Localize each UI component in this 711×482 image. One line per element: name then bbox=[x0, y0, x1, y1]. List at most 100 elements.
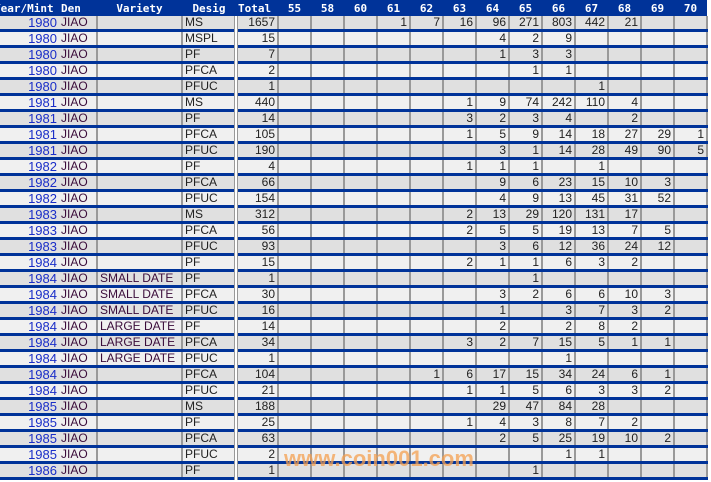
grade-count-68: 21 bbox=[608, 16, 642, 32]
grade-count-61: 1 bbox=[377, 16, 411, 32]
grade-count-66: 19 bbox=[542, 222, 576, 240]
year-link[interactable]: 1984 bbox=[0, 334, 59, 352]
grade-count-64 bbox=[476, 270, 510, 288]
grade-count-61 bbox=[377, 334, 411, 352]
year-link[interactable]: 1981 bbox=[0, 94, 59, 112]
year-link[interactable]: 1983 bbox=[0, 238, 59, 256]
year-link[interactable]: 1986 bbox=[0, 462, 59, 480]
year-link[interactable]: 1980 bbox=[0, 30, 59, 48]
header-grade-68[interactable]: 68 bbox=[608, 0, 641, 16]
grade-count-60 bbox=[344, 462, 378, 480]
grade-count-58 bbox=[311, 206, 345, 224]
variety-cell bbox=[97, 414, 183, 432]
den-cell: JIAO bbox=[59, 30, 98, 48]
grade-count-69 bbox=[641, 398, 675, 416]
header-grade-58[interactable]: 58 bbox=[311, 0, 344, 16]
year-link[interactable]: 1985 bbox=[0, 414, 59, 432]
grade-count-65 bbox=[509, 302, 543, 320]
year-link[interactable]: 1983 bbox=[0, 206, 59, 224]
header-den[interactable]: Den bbox=[59, 0, 97, 16]
year-link[interactable]: 1984 bbox=[0, 366, 59, 384]
grade-count-67: 3 bbox=[575, 254, 609, 272]
grade-count-68: 10 bbox=[608, 286, 642, 304]
grade-count-65: 6 bbox=[509, 174, 543, 192]
year-link[interactable]: 1984 bbox=[0, 318, 59, 336]
grade-count-62 bbox=[410, 126, 444, 144]
year-link[interactable]: 1980 bbox=[0, 78, 59, 96]
header-variety[interactable]: Variety bbox=[97, 0, 182, 16]
grade-count-55 bbox=[278, 206, 312, 224]
grade-count-67 bbox=[575, 110, 609, 128]
header-grade-69[interactable]: 69 bbox=[641, 0, 674, 16]
header-grade-70[interactable]: 70 bbox=[674, 0, 707, 16]
grade-count-65 bbox=[509, 318, 543, 336]
table-row: 1983 JIAO PFUC 93 3 6 12 36 24 12 bbox=[0, 238, 708, 256]
grade-count-63 bbox=[443, 430, 477, 448]
grade-count-70 bbox=[674, 286, 708, 304]
desig-cell: PFUC bbox=[182, 238, 238, 256]
desig-cell: PF bbox=[182, 270, 238, 288]
grade-count-63: 1 bbox=[443, 158, 477, 176]
variety-cell bbox=[97, 110, 183, 128]
grade-count-61 bbox=[377, 126, 411, 144]
grade-count-64: 1 bbox=[476, 302, 510, 320]
den-cell: JIAO bbox=[59, 382, 98, 400]
total-cell: 66 bbox=[236, 174, 279, 192]
grade-count-60 bbox=[344, 414, 378, 432]
grade-count-58 bbox=[311, 334, 345, 352]
grade-count-64: 3 bbox=[476, 286, 510, 304]
year-link[interactable]: 1984 bbox=[0, 254, 59, 272]
header-grade-65[interactable]: 65 bbox=[509, 0, 542, 16]
grade-count-69 bbox=[641, 206, 675, 224]
year-link[interactable]: 1985 bbox=[0, 446, 59, 464]
header-year-mint[interactable]: Year/Mint bbox=[0, 0, 59, 16]
header-desig[interactable]: Desig bbox=[182, 0, 236, 16]
grade-count-67: 5 bbox=[575, 334, 609, 352]
grade-count-67 bbox=[575, 270, 609, 288]
grade-count-63 bbox=[443, 398, 477, 416]
year-link[interactable]: 1982 bbox=[0, 158, 59, 176]
year-link[interactable]: 1981 bbox=[0, 126, 59, 144]
header-grade-66[interactable]: 66 bbox=[542, 0, 575, 16]
year-link[interactable]: 1984 bbox=[0, 270, 59, 288]
grade-count-69 bbox=[641, 158, 675, 176]
grade-count-67: 7 bbox=[575, 302, 609, 320]
grade-count-64: 3 bbox=[476, 142, 510, 160]
grade-count-63: 1 bbox=[443, 94, 477, 112]
den-cell: JIAO bbox=[59, 334, 98, 352]
year-link[interactable]: 1981 bbox=[0, 110, 59, 128]
grade-count-58 bbox=[311, 142, 345, 160]
grade-count-61 bbox=[377, 222, 411, 240]
grade-count-65: 2 bbox=[509, 286, 543, 304]
header-total[interactable]: Total bbox=[236, 0, 278, 16]
header-grade-61[interactable]: 61 bbox=[377, 0, 410, 16]
year-link[interactable]: 1982 bbox=[0, 174, 59, 192]
desig-cell: PFUC bbox=[182, 446, 238, 464]
grade-count-64: 2 bbox=[476, 334, 510, 352]
den-cell: JIAO bbox=[59, 398, 98, 416]
grade-count-69: 3 bbox=[641, 174, 675, 192]
year-link[interactable]: 1981 bbox=[0, 142, 59, 160]
year-link[interactable]: 1984 bbox=[0, 382, 59, 400]
grade-count-70 bbox=[674, 334, 708, 352]
header-grade-62[interactable]: 62 bbox=[410, 0, 443, 16]
year-link[interactable]: 1980 bbox=[0, 46, 59, 64]
header-grade-60[interactable]: 60 bbox=[344, 0, 377, 16]
year-link[interactable]: 1984 bbox=[0, 302, 59, 320]
header-grade-64[interactable]: 64 bbox=[476, 0, 509, 16]
year-link[interactable]: 1980 bbox=[0, 62, 59, 80]
year-link[interactable]: 1985 bbox=[0, 430, 59, 448]
header-grade-67[interactable]: 67 bbox=[575, 0, 608, 16]
year-link[interactable]: 1980 bbox=[0, 16, 59, 32]
grade-count-63: 3 bbox=[443, 110, 477, 128]
year-link[interactable]: 1983 bbox=[0, 222, 59, 240]
header-grade-55[interactable]: 55 bbox=[278, 0, 311, 16]
year-link[interactable]: 1985 bbox=[0, 398, 59, 416]
header-grade-63[interactable]: 63 bbox=[443, 0, 476, 16]
year-link[interactable]: 1984 bbox=[0, 350, 59, 368]
year-link[interactable]: 1982 bbox=[0, 190, 59, 208]
grade-count-68: 31 bbox=[608, 190, 642, 208]
grade-count-68: 2 bbox=[608, 110, 642, 128]
grade-count-66: 3 bbox=[542, 46, 576, 64]
year-link[interactable]: 1984 bbox=[0, 286, 59, 304]
